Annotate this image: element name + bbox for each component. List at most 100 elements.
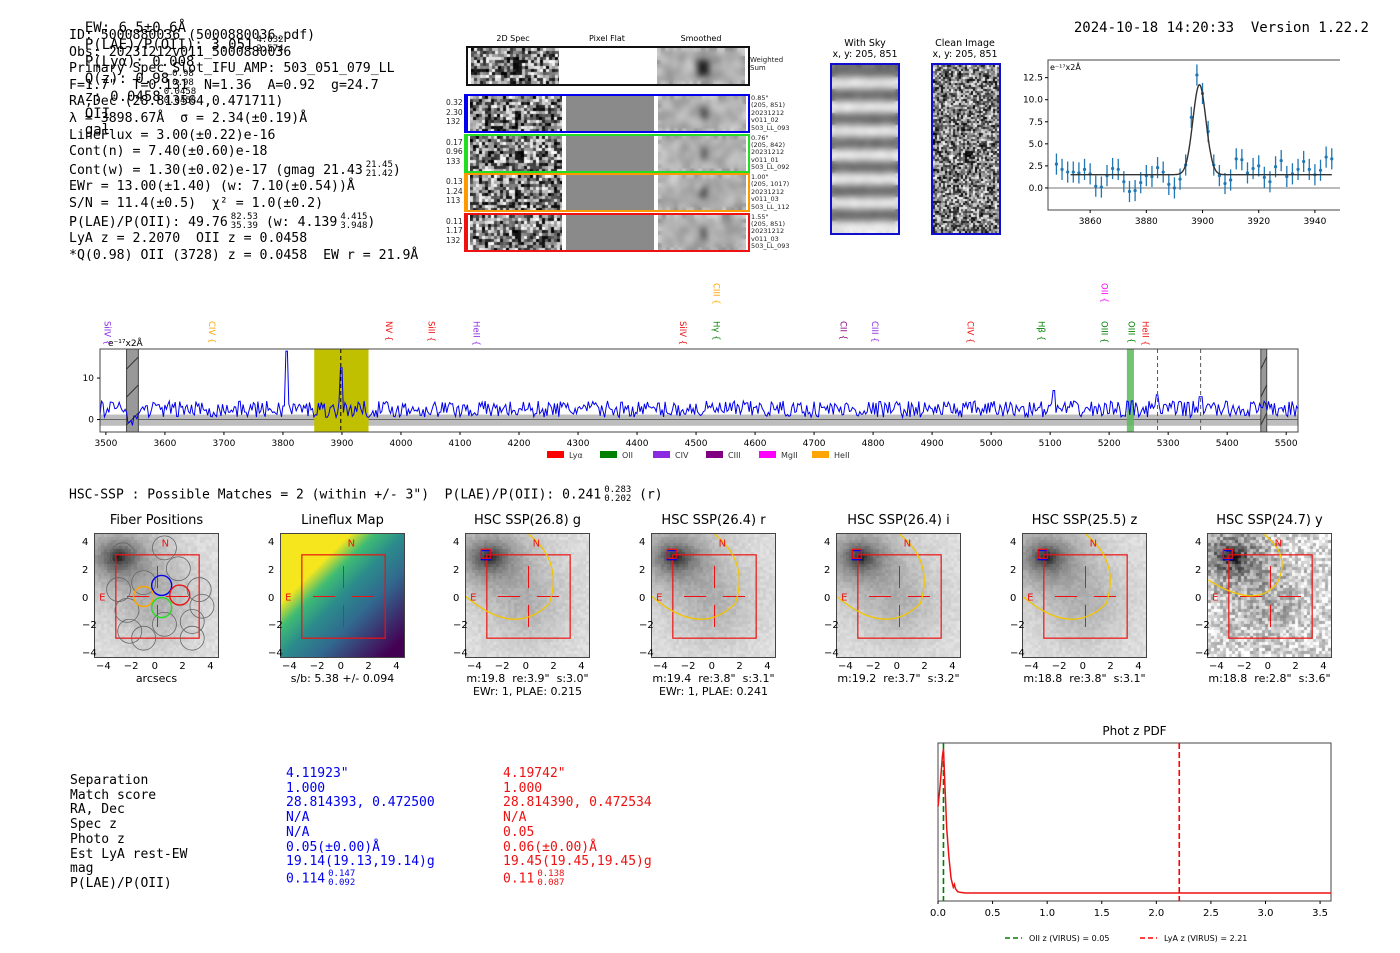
x-tick-label: 3900: [1191, 217, 1214, 227]
data-point: [1296, 167, 1300, 172]
y-tick-label: −4: [1010, 648, 1025, 660]
data-point: [1285, 174, 1289, 179]
plae-hi: 0.138: [537, 868, 565, 879]
fiber-meta-line: 1.00": [751, 173, 769, 181]
compass-east: E: [656, 593, 662, 604]
x-tick-label: −4: [467, 661, 482, 672]
x-tick-label: 3500: [94, 439, 117, 449]
cutout-panel: HSC SSP(26.4) r N E 4 2 0 −2 −4 −4 −2 0 2 4 m:19.4 re…: [639, 513, 776, 698]
fiber-meta-line: (205, 1017): [751, 180, 790, 189]
x-tick-label: 0.0: [930, 908, 946, 919]
fiber-row: [466, 173, 750, 212]
y-tick-label: 4: [824, 537, 831, 548]
cutout-caption: m:18.8 re:3.8" s:3.1": [1023, 672, 1146, 685]
cont-w-text: Cont(w) = 1.30(±0.02)e-17 (gmag 21.43: [69, 162, 363, 178]
compass-north: N: [1275, 539, 1282, 550]
y-tick-label: 0: [1010, 592, 1017, 604]
clean-image-label: Clean Image: [935, 38, 995, 49]
fiber-smoothed: [658, 214, 746, 250]
y-tick-label: 0: [1195, 592, 1202, 604]
x-tick-label: −4: [838, 661, 853, 672]
line-label: OIII {: [1098, 321, 1108, 343]
data-point: [1116, 167, 1120, 172]
aperture-box: [672, 554, 757, 639]
line-label: Hγ {: [711, 321, 721, 341]
line-label: CIII {: [711, 283, 721, 305]
match-label: Match score: [70, 787, 157, 803]
x-tick-label: 2.0: [1148, 908, 1164, 919]
y-tick-label: 4: [453, 537, 460, 548]
y-tick-label: −2: [639, 620, 654, 632]
phot-z-pdf-chart: Phot z PDF 0.0 0.5 1.0 1.5 2.0 2.5 3.0 3.5 OII z …: [930, 724, 1332, 943]
detection-band: [314, 349, 369, 432]
line-label: NV {: [383, 321, 393, 341]
x-tick-label: 4: [207, 661, 214, 672]
cutout-caption: arcsecs: [135, 672, 178, 685]
compass-east: E: [1212, 593, 1218, 604]
galaxy-ellipse: [466, 534, 554, 620]
x-tick-label: 3900: [331, 439, 354, 449]
compass-north: N: [348, 539, 355, 550]
x-tick-label: 5300: [1157, 439, 1180, 449]
data-point: [1330, 157, 1334, 161]
hatch: [1260, 356, 1268, 370]
match-plae-range: 0.147 0.092: [328, 869, 355, 888]
fiber-color-bar: [464, 212, 467, 252]
plae-lo: 0.087: [537, 877, 565, 888]
match-value: 28.814390, 0.472534: [503, 795, 652, 811]
fiber-stats: 0.13 1.24 113: [446, 177, 463, 206]
lineflux: LineFlux = 3.00(±0.22)e-16: [69, 127, 276, 143]
plae-value: P(LAE)/P(OII): 3.051: [84, 37, 254, 53]
y-tick-label: −2: [453, 620, 468, 632]
line-label: OIII {: [1126, 321, 1136, 343]
data-point: [1195, 73, 1199, 77]
x-tick-label: 3.5: [1312, 908, 1328, 919]
y-tick-label: −2: [268, 620, 283, 632]
x-tick-label: −4: [1209, 661, 1224, 672]
classification: gal: [84, 122, 111, 138]
y-tick-label: 2: [82, 564, 89, 576]
fiber-2d-spec: [470, 96, 562, 131]
fiber-meta-line: 20231212: [751, 187, 785, 196]
fiber-row: [466, 212, 750, 252]
fiber-meta-line: 20231212: [751, 227, 785, 236]
galaxy-ellipse: [837, 534, 925, 620]
line-label: CIV {: [206, 321, 216, 343]
cutout-title: HSC SSP(26.8) g: [473, 513, 582, 528]
match-value: 28.814393, 0.472500: [286, 795, 435, 811]
y-tick-label: −4: [824, 648, 839, 660]
y-tick-label: 10.0: [1023, 96, 1043, 106]
y-tick-label: 0: [88, 416, 94, 426]
fiber-meta-line: v011_02: [751, 116, 779, 125]
cutout-overlay: NE: [285, 539, 386, 639]
legend-label: LyA z (VIRUS) = 2.21: [1164, 934, 1247, 943]
wavelength: λ = 3898.67Å σ = 2.34(±0.19)Å: [69, 110, 308, 126]
fiber-gap: [654, 175, 658, 210]
fiber-smoothed: [658, 96, 746, 131]
data-point: [1066, 170, 1070, 174]
fiber-smoothed: [658, 135, 746, 171]
galaxy-ellipse: [1208, 534, 1283, 597]
x-tick-label: 4800: [862, 439, 885, 449]
x-tick-label: 3.0: [1258, 908, 1274, 919]
cutout-title: HSC SSP(24.7) y: [1216, 513, 1323, 528]
data-point: [1167, 182, 1171, 187]
legend-swatch: [653, 451, 670, 458]
y-tick-label: 0: [824, 592, 831, 604]
cutout-caption: m:19.4 re:3.8" s:3.1": [652, 672, 775, 685]
fiber-meta-line: v011_03: [751, 195, 779, 204]
data-point: [1094, 184, 1098, 188]
z-hi: 0.0458: [163, 87, 197, 97]
y-tick-label: 10: [83, 374, 95, 384]
plae-end: ): [367, 214, 376, 230]
ew-value: EW: 6.5±0.6Å: [84, 20, 187, 36]
y-tick-label: 2: [453, 564, 460, 576]
y-tick-label: 12.5: [1023, 74, 1043, 84]
cutout-overlay: NE: [652, 534, 757, 639]
match-value: 0.05: [503, 824, 535, 840]
x-tick-label: 5200: [1098, 439, 1121, 449]
data-point: [1240, 158, 1244, 162]
y-tick-label: 0.0: [1029, 184, 1044, 194]
